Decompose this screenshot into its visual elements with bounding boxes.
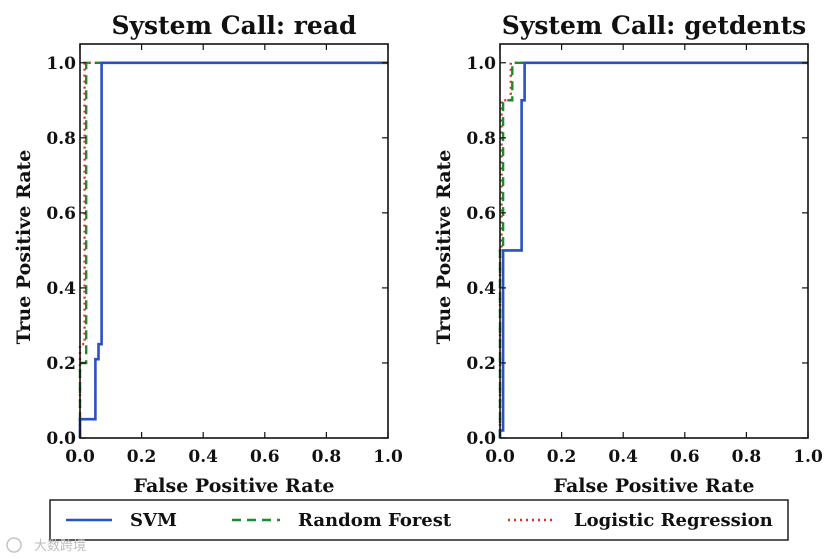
x-tick-label: 0.6 [250, 447, 280, 467]
x-tick-label: 0.8 [312, 447, 342, 467]
legend: SVM Random Forest Logistic Regression [49, 499, 789, 541]
series-line-logistic-regression [498, 61, 808, 438]
y-tick-label: 0.8 [46, 129, 76, 149]
legend-label-logistic-regression: Logistic Regression [574, 510, 773, 531]
plot-frame [499, 43, 809, 439]
y-tick-label: 0.6 [46, 204, 76, 224]
y-tick-label: 0.4 [46, 279, 76, 299]
x-axis-label: False Positive Rate [554, 475, 755, 497]
watermark-logo-icon [6, 537, 22, 553]
y-axis-label: True Positive Rate [433, 150, 455, 345]
legend-label-svm: SVM [130, 510, 177, 531]
y-tick-label: 0.2 [46, 354, 76, 374]
y-tick-label: 1.0 [46, 54, 76, 74]
watermark-text: 大数跨境 [34, 539, 86, 554]
x-tick-label: 0.4 [608, 447, 638, 467]
series-line-logistic-regression [78, 61, 388, 438]
x-tick-label: 0.2 [547, 447, 577, 467]
x-tick-label: 0.0 [485, 447, 515, 467]
y-tick-label: 0.0 [46, 429, 76, 449]
chart-title: System Call: getdents [502, 11, 806, 40]
y-axis-label: True Positive Rate [13, 150, 35, 345]
chart-title: System Call: read [111, 11, 356, 40]
x-tick-label: 0.2 [127, 447, 157, 467]
y-tick-label: 0.6 [466, 204, 496, 224]
y-tick-label: 0.4 [466, 279, 496, 299]
legend-box [49, 499, 789, 541]
x-tick-label: 0.8 [732, 447, 762, 467]
y-tick-label: 1.0 [466, 54, 496, 74]
x-axis-label: False Positive Rate [134, 475, 335, 497]
series-line-random-forest [78, 61, 388, 438]
chart-panel-1: System Call: read 0.0 0.2 0.4 0.6 0.8 1.0 0.0 0.… [13, 11, 403, 497]
legend-label-random-forest: Random Forest [298, 510, 452, 531]
x-tick-label: 0.6 [670, 447, 700, 467]
chart-panel-2: System Call: getdents 0.0 0.2 0.4 0.6 0.8 1.0 0… [433, 11, 823, 497]
y-tick-label: 0.2 [466, 354, 496, 374]
x-tick-label: 1.0 [793, 447, 823, 467]
y-tick-label: 0.0 [466, 429, 496, 449]
x-tick-label: 0.4 [188, 447, 218, 467]
series-line-random-forest [498, 61, 808, 438]
y-tick-label: 0.8 [466, 129, 496, 149]
plot-frame [79, 43, 389, 439]
x-tick-label: 1.0 [373, 447, 403, 467]
series-line-svm [498, 61, 808, 438]
x-tick-label: 0.0 [65, 447, 95, 467]
series-line-svm [78, 61, 388, 438]
